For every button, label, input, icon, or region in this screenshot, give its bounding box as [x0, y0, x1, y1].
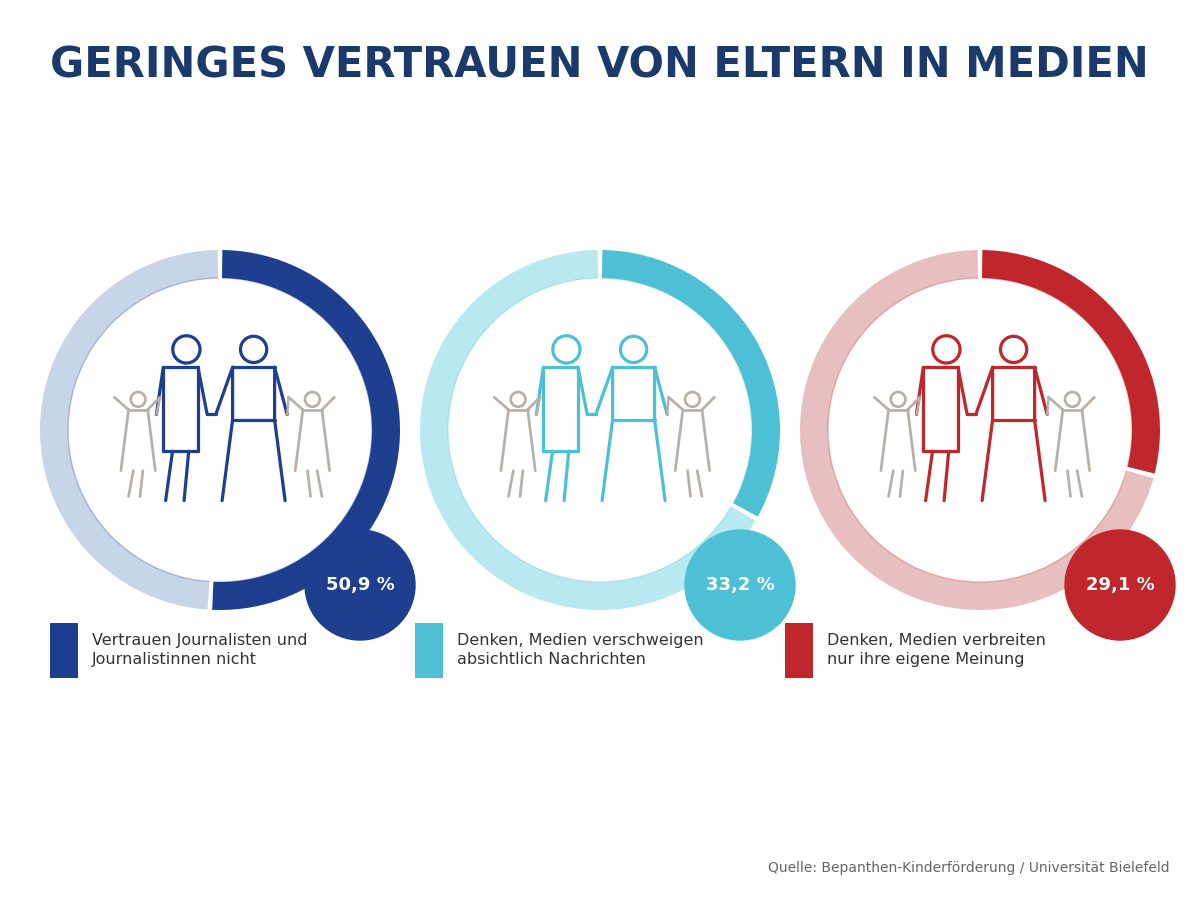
Wedge shape — [217, 249, 222, 279]
Wedge shape — [208, 580, 214, 611]
Text: Quelle: Bepanthen-Kinderförderung / Universität Bielefeld: Quelle: Bepanthen-Kinderförderung / Univ… — [768, 861, 1170, 875]
Wedge shape — [731, 503, 758, 521]
Wedge shape — [800, 250, 1154, 610]
Text: Denken, Medien verschweigen
absichtlich Nachrichten: Denken, Medien verschweigen absichtlich … — [457, 633, 703, 668]
FancyBboxPatch shape — [415, 623, 443, 678]
Wedge shape — [980, 250, 1160, 476]
FancyBboxPatch shape — [785, 623, 814, 678]
Wedge shape — [420, 250, 757, 610]
Wedge shape — [1126, 466, 1156, 479]
FancyBboxPatch shape — [50, 623, 78, 678]
Circle shape — [685, 530, 796, 640]
Circle shape — [1066, 530, 1175, 640]
Wedge shape — [40, 250, 220, 609]
Text: GERINGES VERTRAUEN VON ELTERN IN MEDIEN: GERINGES VERTRAUEN VON ELTERN IN MEDIEN — [50, 45, 1148, 87]
Text: 33,2 %: 33,2 % — [706, 576, 774, 594]
Circle shape — [305, 530, 415, 640]
Text: 50,9 %: 50,9 % — [325, 576, 395, 594]
Wedge shape — [600, 250, 780, 518]
Wedge shape — [210, 250, 400, 610]
Text: Denken, Medien verbreiten
nur ihre eigene Meinung: Denken, Medien verbreiten nur ihre eigen… — [827, 633, 1046, 668]
Wedge shape — [598, 249, 602, 279]
Wedge shape — [978, 249, 983, 279]
Text: Vertrauen Journalisten und
Journalistinnen nicht: Vertrauen Journalisten und Journalistinn… — [92, 633, 307, 668]
Text: 29,1 %: 29,1 % — [1086, 576, 1154, 594]
